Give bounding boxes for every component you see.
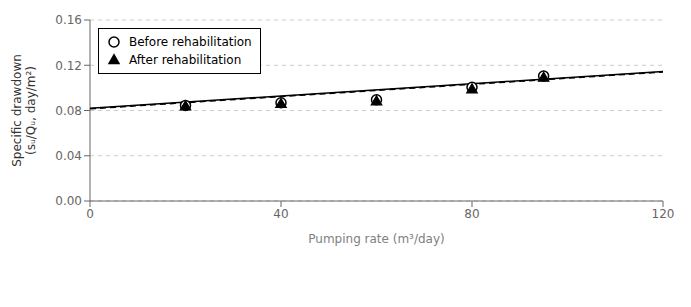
html-text:After rehabilitation: After rehabilitation	[129, 53, 242, 67]
svg-text:Specific drawdown(sᵤ/Qᵤ, day/m: Specific drawdown(sᵤ/Qᵤ, day/m²)	[10, 54, 38, 167]
svg-text:0: 0	[86, 207, 94, 221]
svg-text:0.04: 0.04	[55, 149, 82, 163]
html-text:Before rehabilitation: Before rehabilitation	[129, 35, 252, 49]
svg-text:Pumping rate (m³/day): Pumping rate (m³/day)	[308, 232, 444, 246]
svg-text:0.00: 0.00	[55, 194, 82, 208]
svg-text:0.08: 0.08	[55, 104, 82, 118]
svg-text:120: 120	[652, 207, 675, 221]
svg-text:80: 80	[464, 207, 479, 221]
svg-text:0.12: 0.12	[55, 59, 82, 73]
svg-text:0.16: 0.16	[55, 13, 82, 27]
svg-text:40: 40	[273, 207, 288, 221]
